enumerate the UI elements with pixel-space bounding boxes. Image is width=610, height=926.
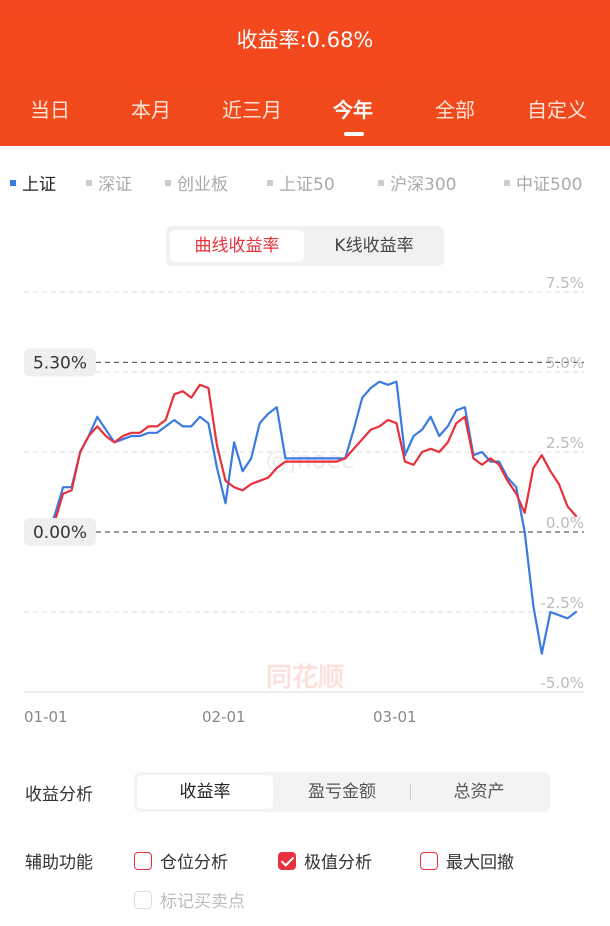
- y-tick-label: 7.5%: [546, 274, 584, 292]
- toggle-kline-yield[interactable]: K线收益率: [334, 236, 414, 256]
- tab-today[interactable]: 当日: [30, 98, 70, 122]
- marker-label: 5.30%: [33, 353, 87, 373]
- watermark-logo: 同花顺: [266, 663, 344, 693]
- square-icon: [10, 180, 16, 186]
- square-icon: [267, 180, 273, 186]
- y-tick-label: -5.0%: [540, 674, 584, 692]
- tab-month[interactable]: 本月: [131, 98, 171, 122]
- series-line-benchmark: [44, 383, 578, 534]
- divider: [410, 784, 411, 800]
- marker-label: 0.00%: [33, 523, 87, 543]
- tab-custom[interactable]: 自定义: [527, 98, 587, 122]
- yield-chart: 同花顺@jnoec 5.30%0.00% 7.5%5.0%2.5%0.0%-2.…: [24, 274, 584, 726]
- index-shanghai[interactable]: 上证: [10, 170, 56, 195]
- checkbox-checked-icon: [278, 852, 296, 870]
- checkbox-icon: [420, 852, 438, 870]
- toggle-curve-yield[interactable]: 曲线收益率: [170, 230, 304, 262]
- marker-pill: [24, 518, 96, 546]
- index-shenzhen[interactable]: 深证: [86, 170, 132, 195]
- period-tabs: 当日 本月 近三月 今年 全部 自定义: [0, 94, 610, 130]
- index-chinext[interactable]: 创业板: [165, 170, 228, 195]
- index-selector: 上证 深证 创业板 上证50 沪深300 中证500: [0, 170, 610, 195]
- index-csi300[interactable]: 沪深300: [378, 170, 456, 195]
- seg-total-assets[interactable]: 总资产: [453, 782, 505, 802]
- square-icon: [378, 180, 384, 186]
- tab-all[interactable]: 全部: [435, 98, 475, 122]
- yield-title: 收益率:0.68%: [236, 28, 374, 52]
- index-sse50[interactable]: 上证50: [267, 170, 335, 195]
- max-drawdown-checkbox[interactable]: 最大回撤: [420, 848, 514, 873]
- seg-profit-amount[interactable]: 盈亏金额: [308, 782, 376, 802]
- marker-pill: [24, 348, 96, 377]
- checkbox-icon: [134, 891, 152, 909]
- square-icon: [165, 180, 171, 186]
- x-tick-label: 02-01: [202, 708, 246, 726]
- analysis-segment: 收益率 盈亏金额 总资产: [134, 772, 550, 812]
- chart-type-toggle: 曲线收益率 K线收益率: [166, 226, 444, 266]
- x-tick-label: 01-01: [24, 708, 68, 726]
- y-tick-label: 0.0%: [546, 514, 584, 532]
- mark-trades-checkbox: 标记买卖点: [134, 887, 245, 912]
- extreme-analysis-checkbox[interactable]: 极值分析: [278, 848, 372, 873]
- header: 收益率:0.68% 当日 本月 近三月 今年 全部 自定义: [0, 0, 610, 146]
- position-analysis-checkbox[interactable]: 仓位分析: [134, 848, 228, 873]
- tab-three-months[interactable]: 近三月: [222, 98, 282, 122]
- y-tick-label: 5.0%: [546, 354, 584, 372]
- series-line-portfolio: [44, 380, 578, 655]
- analysis-label: 收益分析: [25, 785, 93, 805]
- seg-yield-rate[interactable]: 收益率: [137, 775, 273, 809]
- y-tick-label: 2.5%: [546, 434, 584, 452]
- checkbox-icon: [134, 852, 152, 870]
- square-icon: [86, 180, 92, 186]
- index-csi500[interactable]: 中证500: [504, 170, 582, 195]
- tab-this-year[interactable]: 今年: [333, 98, 373, 122]
- square-icon: [504, 180, 510, 186]
- active-tab-indicator: [344, 132, 364, 136]
- y-tick-label: -2.5%: [540, 594, 584, 612]
- x-tick-label: 03-01: [373, 708, 417, 726]
- aux-label: 辅助功能: [25, 853, 93, 873]
